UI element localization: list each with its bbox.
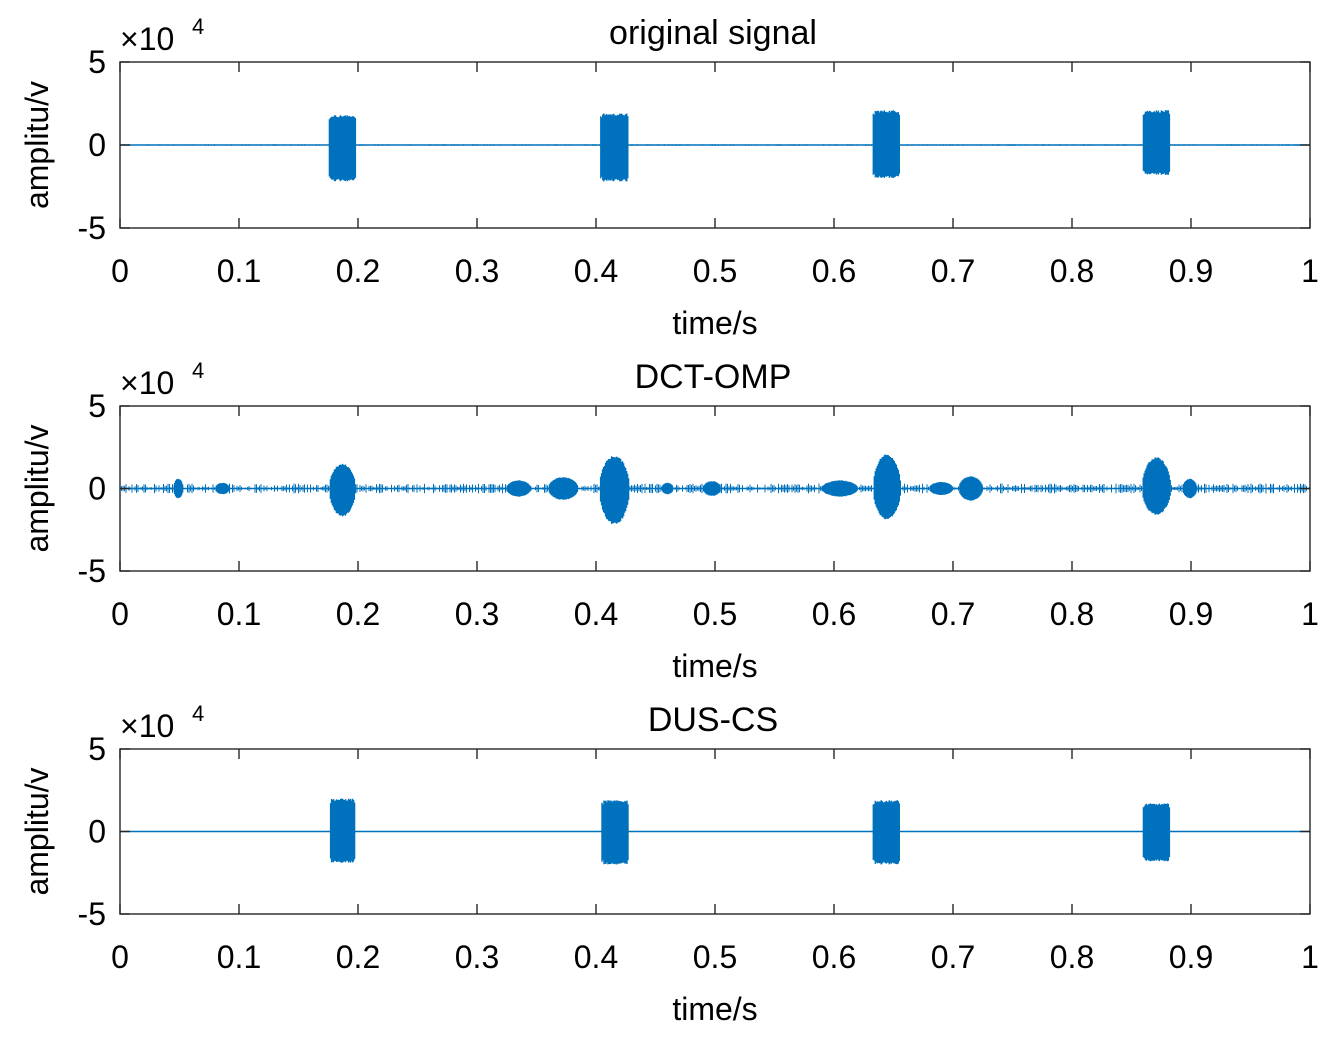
x-tick-label: 0.1 <box>217 596 261 632</box>
y-tick-label: 0 <box>88 471 106 507</box>
x-tick-label: 0.9 <box>1169 253 1213 289</box>
signal-burst <box>328 115 357 182</box>
y-axis-label: amplitu/v <box>19 424 55 552</box>
x-tick-label: 0.2 <box>336 596 380 632</box>
y-tick-label: 5 <box>88 731 106 767</box>
x-tick-label: 0.5 <box>693 596 737 632</box>
y-multiplier: ×10 <box>120 365 174 401</box>
x-tick-label: 0.4 <box>574 939 618 975</box>
x-tick-label: 0.1 <box>217 253 261 289</box>
x-tick-label: 0 <box>111 939 129 975</box>
signal-burst <box>599 456 630 524</box>
x-axis-label: time/s <box>672 648 757 684</box>
x-tick-label: 0.1 <box>217 939 261 975</box>
signal-burst <box>661 482 674 495</box>
signal-burst <box>329 798 356 863</box>
x-tick-label: 0.5 <box>693 253 737 289</box>
signal-burst <box>507 480 531 497</box>
y-axis-label: amplitu/v <box>19 81 55 209</box>
signal-burst <box>872 110 900 178</box>
x-axis-label: time/s <box>672 991 757 1027</box>
x-tick-label: 0.9 <box>1169 939 1213 975</box>
chart-title: DUS-CS <box>648 701 778 739</box>
y-multiplier: ×10 <box>120 21 174 57</box>
x-tick-label: 1 <box>1301 939 1319 975</box>
x-tick-label: 0.5 <box>693 939 737 975</box>
x-tick-label: 0.2 <box>336 253 380 289</box>
signal-burst <box>173 478 184 499</box>
y-tick-label: -5 <box>78 210 106 246</box>
y-tick-label: 0 <box>88 814 106 850</box>
subplot-1: 0 0.1 0.2 0.3 0.4 0.5 0.6 0.7 0.8 0.9 1-505×10 4 ori… <box>19 14 1319 341</box>
x-tick-label: 0.8 <box>1050 253 1094 289</box>
x-tick-label: 0.8 <box>1050 939 1094 975</box>
x-axis-label: time/s <box>672 305 757 341</box>
x-tick-label: 0.3 <box>455 596 499 632</box>
signal-burst <box>600 113 629 182</box>
signal-burst <box>1142 110 1171 175</box>
x-tick-label: 0.2 <box>336 939 380 975</box>
y-tick-label: 0 <box>88 127 106 163</box>
x-tick-label: 0 <box>111 253 129 289</box>
x-tick-label: 0.9 <box>1169 596 1213 632</box>
x-tick-label: 0.7 <box>931 939 975 975</box>
signal-burst <box>329 463 357 517</box>
x-tick-label: 0 <box>111 596 129 632</box>
x-tick-label: 0.6 <box>812 939 856 975</box>
y-tick-label: 5 <box>88 388 106 424</box>
y-tick-label: -5 <box>78 896 106 932</box>
x-tick-label: 1 <box>1301 253 1319 289</box>
signal-burst <box>215 482 230 495</box>
signal-burst <box>872 800 900 865</box>
y-multiplier-exponent: 4 <box>192 701 204 726</box>
x-tick-label: 0.4 <box>574 253 618 289</box>
signal-burst <box>929 482 953 495</box>
signal-burst <box>1142 803 1171 862</box>
y-multiplier: ×10 <box>120 708 174 744</box>
y-axis-label: amplitu/v <box>19 767 55 895</box>
signal-burst <box>1183 478 1198 499</box>
y-multiplier-exponent: 4 <box>192 358 204 383</box>
x-tick-label: 0.6 <box>812 253 856 289</box>
x-tick-label: 1 <box>1301 596 1319 632</box>
y-multiplier-exponent: 4 <box>192 14 204 39</box>
chart-title: DCT-OMP <box>635 358 792 396</box>
x-tick-label: 0.8 <box>1050 596 1094 632</box>
x-tick-label: 0.6 <box>812 596 856 632</box>
signal-burst <box>703 481 721 496</box>
y-tick-label: -5 <box>78 553 106 589</box>
signal-burst <box>601 800 629 865</box>
x-tick-label: 0.3 <box>455 939 499 975</box>
chart-title: original signal <box>609 14 817 52</box>
signal-burst <box>873 454 901 520</box>
x-tick-label: 0.3 <box>455 253 499 289</box>
x-tick-label: 0.7 <box>931 253 975 289</box>
subplot-2: 0 0.1 0.2 0.3 0.4 0.5 0.6 0.7 0.8 0.9 1-505×10 4 DCT… <box>19 358 1319 684</box>
x-tick-label: 0.7 <box>931 596 975 632</box>
signal-burst <box>959 476 983 501</box>
x-tick-label: 0.4 <box>574 596 618 632</box>
subplot-3: 0 0.1 0.2 0.3 0.4 0.5 0.6 0.7 0.8 0.9 1-505×10 4 DUS… <box>19 701 1319 1027</box>
y-tick-label: 5 <box>88 44 106 80</box>
signal-burst <box>1142 457 1171 515</box>
signal-burst <box>548 477 579 500</box>
signal-burst <box>822 480 858 497</box>
